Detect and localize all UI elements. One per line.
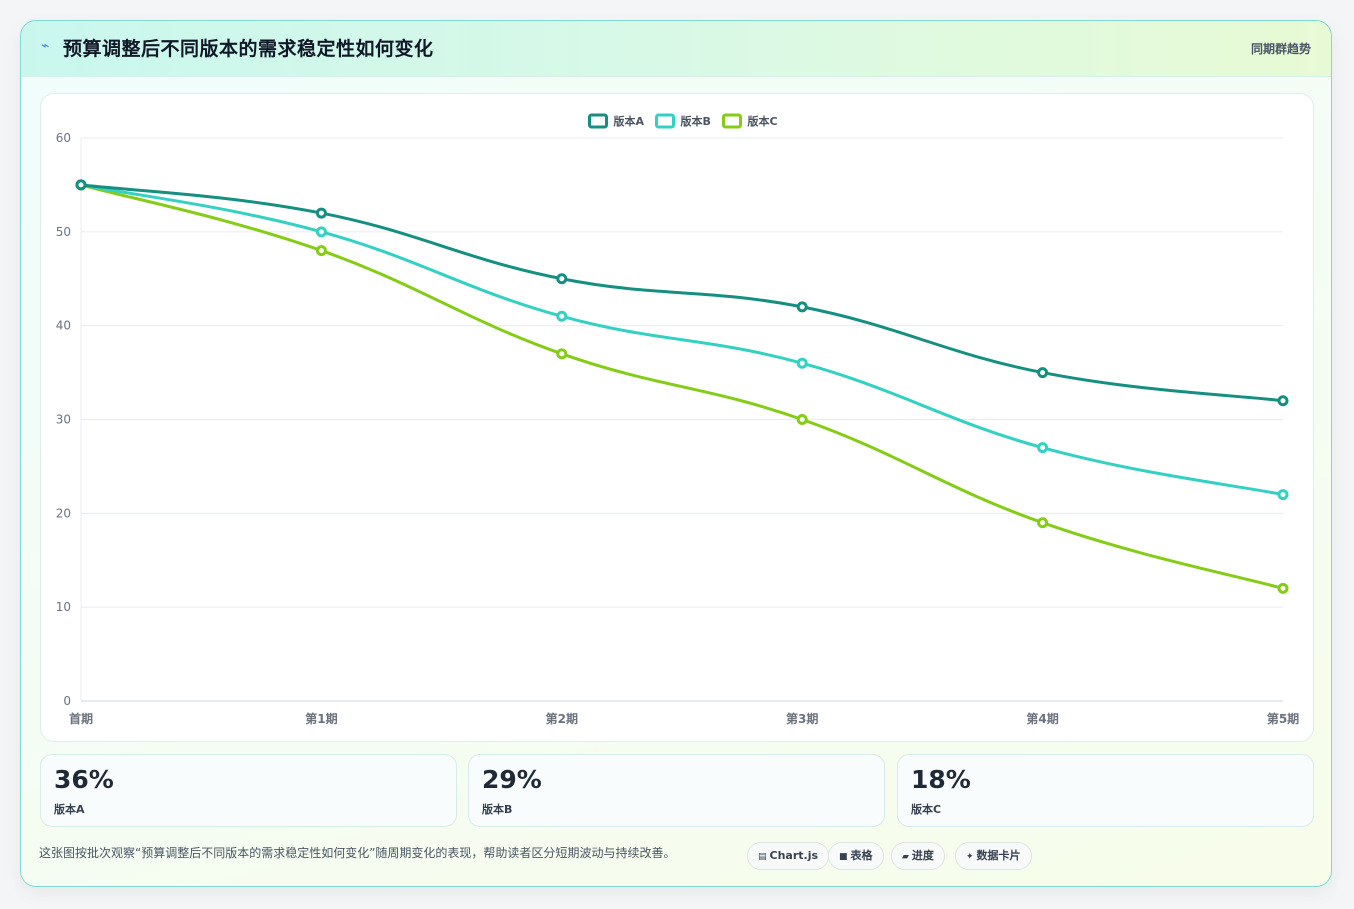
chip-label: 表格: [850, 849, 873, 862]
chart-title: 预算调整后不同版本的需求稳定性如何变化: [63, 38, 434, 60]
data-point: [1277, 489, 1289, 501]
stat-label: 版本A: [54, 803, 85, 816]
data-point: [796, 301, 808, 313]
data-point: [796, 414, 808, 425]
x-tick-label: 第2期: [546, 711, 578, 726]
stat-label: 版本C: [911, 803, 942, 816]
y-tick-label: 40: [56, 319, 71, 333]
stat-card-a: 36% 版本A: [40, 754, 457, 827]
chart-area: 0 10 20 30 40 50 60 首期 第1期 第2期 第3期 第4期 第5期 版本A 版本B 版本C: [40, 93, 1314, 742]
stat-card-c: 18% 版本C: [897, 754, 1314, 827]
x-tick-label: 第5期: [1267, 711, 1299, 726]
data-point: [1277, 582, 1289, 594]
data-point: [556, 310, 568, 322]
data-point: [1277, 395, 1289, 407]
y-tick-label: 20: [56, 506, 71, 520]
chip-label: Chart.js: [769, 849, 819, 862]
x-tick-label: 第4期: [1026, 711, 1058, 726]
x-tick-label: 第1期: [305, 711, 337, 726]
legend-label: 版本B: [681, 114, 711, 128]
data-point: [1037, 442, 1049, 454]
chip-label: 数据卡片: [976, 849, 1021, 862]
chip-table[interactable]: ■ 表格: [828, 842, 884, 870]
lightning-icon: ⌁: [41, 38, 50, 54]
x-tick-label: 首期: [69, 711, 93, 726]
stat-label: 版本B: [482, 803, 513, 816]
progress-icon: ▰: [902, 852, 909, 862]
data-point: [1037, 367, 1049, 379]
table-icon: ■: [839, 852, 848, 862]
x-tick-label: 第3期: [786, 711, 818, 726]
data-point: [75, 179, 87, 191]
stat-card-b: 29% 版本B: [468, 754, 885, 827]
line-chart: 0 10 20 30 40 50 60 首期 第1期 第2期 第3期 第4期 第5期 版本A 版本B 版本C: [56, 113, 1299, 726]
stat-value: 29%: [482, 765, 542, 794]
series-line: [80, 183, 1284, 497]
legend-label: 版本A: [614, 114, 645, 128]
data-point: [556, 273, 568, 285]
stat-value: 18%: [911, 765, 971, 794]
footer-note: 这张图按批次观察“预算调整后不同版本的需求稳定性如何变化”随周期变化的表现，帮助…: [39, 846, 676, 860]
chart-card: ⌁ 预算调整后不同版本的需求稳定性如何变化 同期群趋势 0 10 20 30 40 50 6…: [20, 20, 1332, 887]
y-tick-label: 50: [56, 225, 71, 239]
y-tick-label: 30: [56, 413, 71, 427]
chip-chartjs[interactable]: ▤ Chart.js: [747, 842, 830, 870]
legend-swatch: [588, 113, 608, 129]
data-point: [796, 357, 808, 369]
legend-swatch: [722, 113, 742, 129]
legend-label: 版本C: [748, 114, 778, 128]
data-point: [1037, 517, 1049, 529]
y-tick-label: 60: [56, 131, 71, 145]
series-line: [80, 183, 1284, 590]
data-point: [315, 245, 327, 257]
data-point: [315, 226, 327, 238]
chip-datacard[interactable]: ✦ 数据卡片: [955, 842, 1032, 870]
card-header: ⌁ 预算调整后不同版本的需求稳定性如何变化 同期群趋势: [21, 21, 1331, 77]
header-tag: 同期群趋势: [1250, 42, 1311, 56]
data-point: [315, 207, 327, 219]
stat-value: 36%: [54, 765, 114, 794]
data-point: [556, 348, 568, 360]
card-icon: ✦: [966, 852, 974, 862]
chart-icon: ▤: [758, 852, 767, 862]
chip-label: 进度: [911, 849, 934, 862]
y-tick-label: 10: [56, 600, 71, 614]
y-tick-label: 0: [63, 694, 71, 708]
chip-progress[interactable]: ▰ 进度: [891, 842, 945, 870]
series-line: [80, 183, 1284, 403]
legend-swatch: [655, 113, 675, 129]
